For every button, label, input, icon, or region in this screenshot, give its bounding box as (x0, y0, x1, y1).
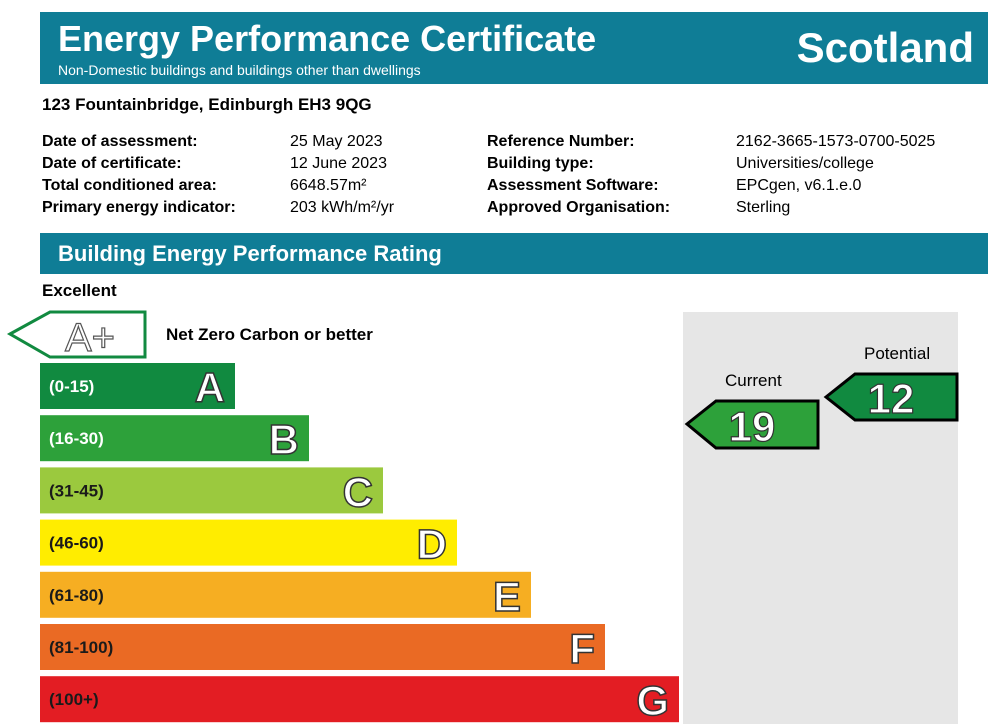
band-letter: F (569, 625, 595, 672)
net-zero-arrow (6, 310, 147, 359)
band-letter: B (269, 416, 299, 463)
detail-label: Building type: (487, 155, 594, 172)
band-range-label: (31-45) (49, 481, 104, 500)
detail-value: 12 June 2023 (290, 155, 387, 172)
detail-label: Assessment Software: (487, 177, 659, 194)
detail-label: Total conditioned area: (42, 177, 217, 194)
band-bar-d (40, 519, 457, 566)
net-zero-label: Net Zero Carbon or better (166, 325, 373, 344)
detail-value: Sterling (736, 199, 791, 216)
band-bar-e (40, 571, 531, 618)
certificate-title: Energy Performance Certificate (58, 18, 597, 59)
detail-label: Approved Organisation: (487, 199, 671, 216)
band-bar-g (40, 676, 679, 723)
detail-row: Building type: Universities/college (487, 153, 935, 175)
detail-value: 25 May 2023 (290, 133, 383, 150)
detail-value: Universities/college (736, 155, 874, 172)
potential-label: Potential (864, 344, 931, 363)
detail-label: Date of certificate: (42, 155, 182, 172)
band-bar-c (40, 467, 383, 514)
scale-top-label: Excellent (42, 281, 117, 300)
property-address: 123 Fountainbridge, Edinburgh EH3 9QG (42, 95, 372, 114)
band-bar-a (40, 363, 235, 409)
rating-section-header: Building Energy Performance Rating (40, 233, 988, 274)
band-bar-b (40, 415, 309, 462)
rating-section-title: Building Energy Performance Rating (58, 241, 442, 266)
band-range-label: (100+) (49, 690, 99, 709)
band-letter: D (417, 521, 447, 568)
details-left: Date of assessment: 25 May 2023 Date of c… (42, 131, 394, 219)
detail-row: Primary energy indicator: 203 kWh/m²/yr (42, 197, 394, 219)
detail-row: Total conditioned area: 6648.57m² (42, 175, 394, 197)
detail-label: Primary energy indicator: (42, 199, 236, 216)
band-range-label: (46-60) (49, 534, 104, 553)
band-bar-f (40, 624, 605, 670)
current-rating-arrow (684, 399, 820, 450)
detail-value: EPCgen, v6.1.e.0 (736, 177, 862, 194)
band-letter: G (636, 677, 669, 724)
certificate-subtitle: Non-Domestic buildings and buildings oth… (58, 62, 421, 78)
detail-value: 203 kWh/m²/yr (290, 199, 395, 216)
current-label: Current (725, 371, 782, 390)
band-range-label: (16-30) (49, 429, 104, 448)
detail-row: Date of assessment: 25 May 2023 (42, 131, 394, 153)
potential-rating-value: 12 (868, 375, 915, 422)
band-letter: E (493, 573, 521, 620)
detail-row: Approved Organisation: Sterling (487, 197, 935, 219)
detail-row: Date of certificate: 12 June 2023 (42, 153, 394, 175)
country-name: Scotland (796, 24, 974, 71)
band-letter: C (343, 468, 373, 515)
potential-rating-arrow (823, 372, 959, 422)
net-zero-band-letter: A+ (65, 316, 115, 360)
certificate-header: Energy Performance Certificate Non-Domes… (40, 12, 988, 84)
current-rating-value: 19 (729, 403, 776, 450)
detail-label: Date of assessment: (42, 133, 198, 150)
band-range-label: (0-15) (49, 377, 94, 396)
band-range-label: (61-80) (49, 586, 104, 605)
detail-label: Reference Number: (487, 133, 635, 150)
detail-value: 2162-3665-1573-0700-5025 (736, 133, 936, 150)
detail-row: Reference Number: 2162-3665-1573-0700-502… (487, 131, 935, 153)
details-right: Reference Number: 2162-3665-1573-0700-502… (487, 131, 935, 219)
detail-row: Assessment Software: EPCgen, v6.1.e.0 (487, 175, 935, 197)
detail-value: 6648.57m² (290, 177, 367, 194)
band-letter: A (195, 364, 225, 411)
band-range-label: (81-100) (49, 638, 113, 657)
